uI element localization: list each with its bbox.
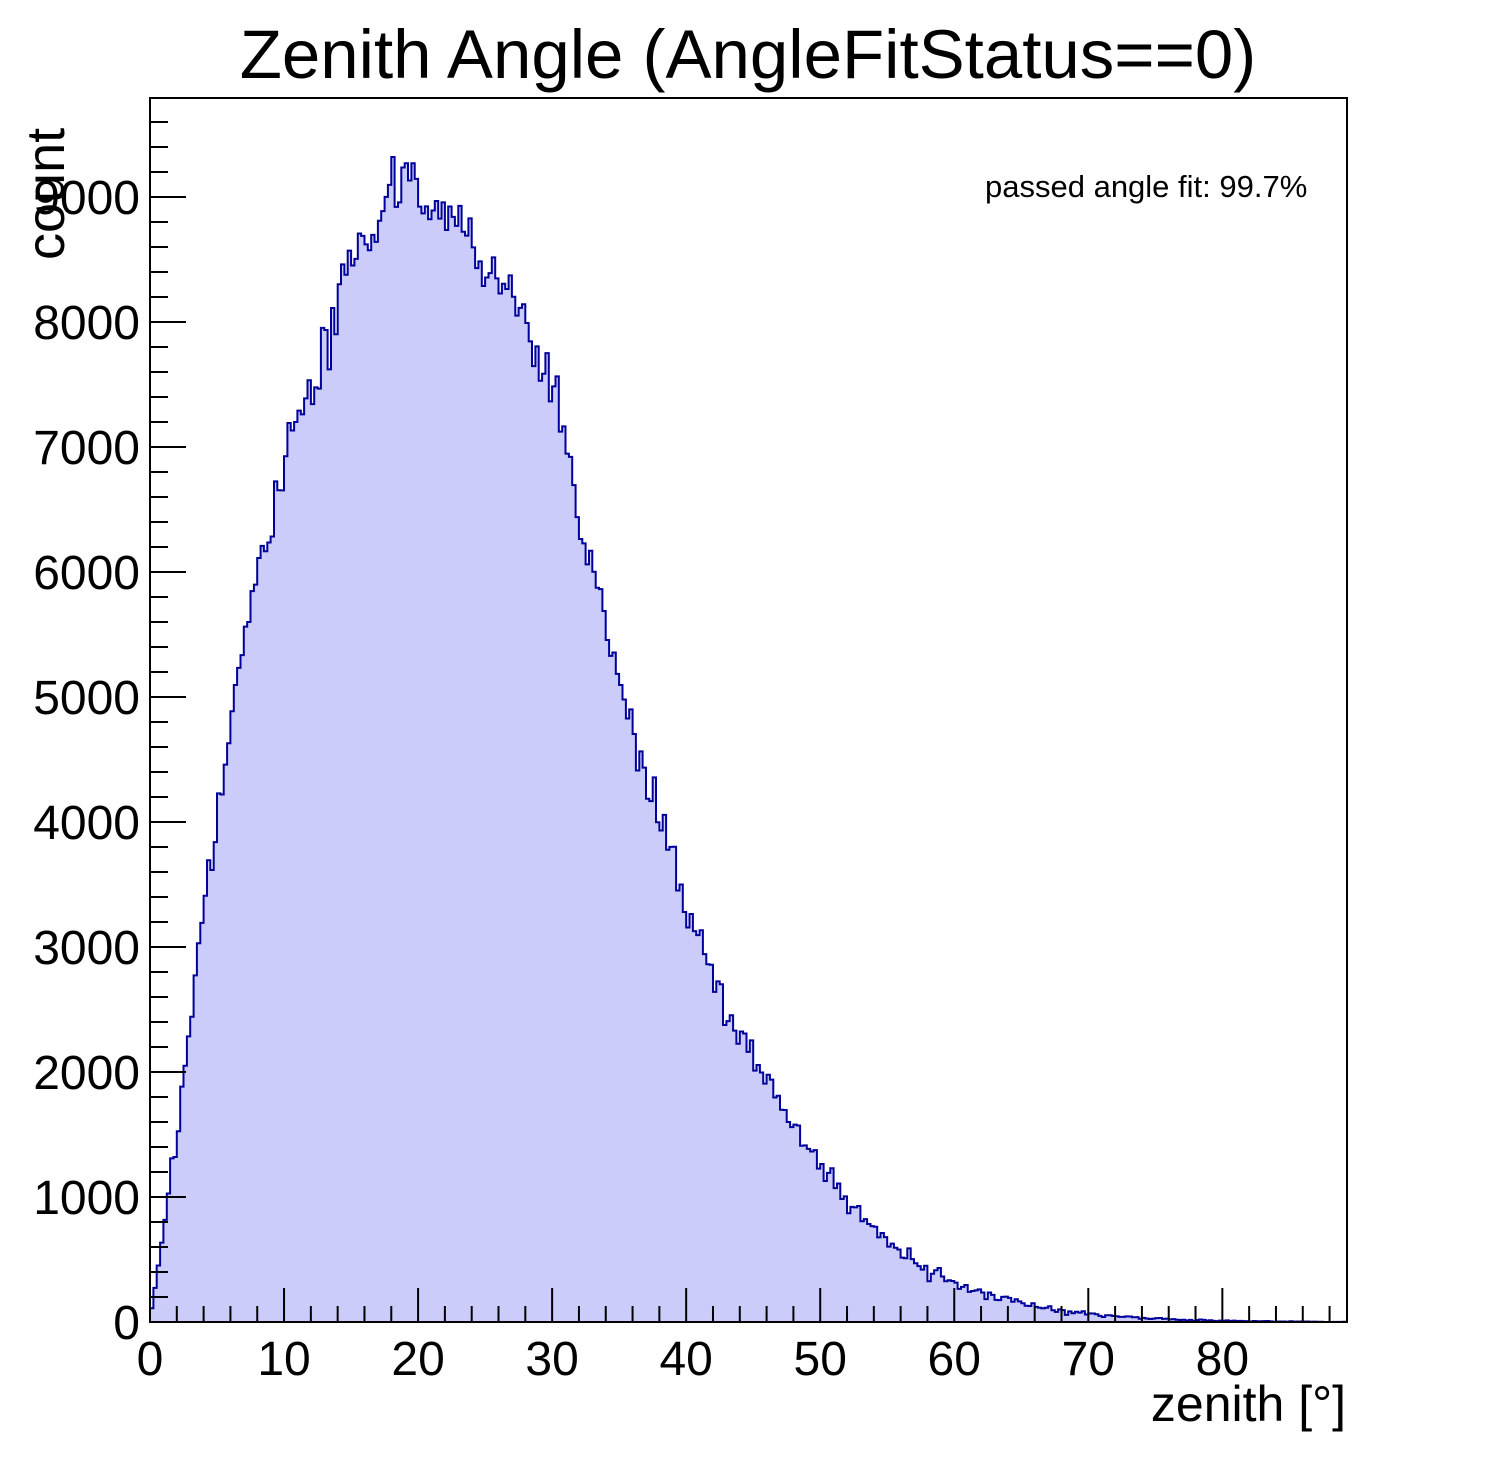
x-axis-title: zenith [°] bbox=[1151, 1376, 1346, 1432]
y-tick-label: 3000 bbox=[33, 922, 140, 975]
plot-frame bbox=[149, 97, 1348, 1323]
y-axis-title: count bbox=[16, 128, 76, 260]
histogram-series bbox=[149, 156, 1348, 1323]
y-tick-label: 1000 bbox=[33, 1172, 140, 1225]
y-tick-label: 0 bbox=[113, 1297, 140, 1350]
annotation-passed-angle-fit: passed angle fit: 99.7% bbox=[985, 169, 1307, 204]
x-tick-label: 50 bbox=[794, 1333, 847, 1386]
chart-title: Zenith Angle (AngleFitStatus==0) bbox=[240, 16, 1256, 93]
x-tick-label: 0 bbox=[137, 1333, 164, 1386]
y-tick-label: 6000 bbox=[33, 547, 140, 600]
y-tick-label: 9000 bbox=[33, 172, 140, 225]
x-tick-label: 60 bbox=[928, 1333, 981, 1386]
y-tick-label: 7000 bbox=[33, 422, 140, 475]
x-tick-label: 70 bbox=[1062, 1333, 1115, 1386]
x-tick-label: 10 bbox=[257, 1333, 310, 1386]
y-tick-label: 8000 bbox=[33, 297, 140, 350]
x-tick-label: 20 bbox=[391, 1333, 444, 1386]
y-tick-label: 4000 bbox=[33, 797, 140, 850]
axis-ticks bbox=[149, 121, 1331, 1323]
x-tick-label: 40 bbox=[659, 1333, 712, 1386]
y-tick-label: 5000 bbox=[33, 672, 140, 725]
y-tick-label: 2000 bbox=[33, 1047, 140, 1100]
x-tick-label: 30 bbox=[525, 1333, 578, 1386]
plot-area: 0 1000 2000 3000 4000 5000 6000 7000 8000 9000 0 10… bbox=[33, 97, 1348, 1386]
axis-tick-labels: 0 1000 2000 3000 4000 5000 6000 7000 8000 9000 0 10… bbox=[33, 172, 1249, 1386]
x-tick-label: 80 bbox=[1196, 1333, 1249, 1386]
